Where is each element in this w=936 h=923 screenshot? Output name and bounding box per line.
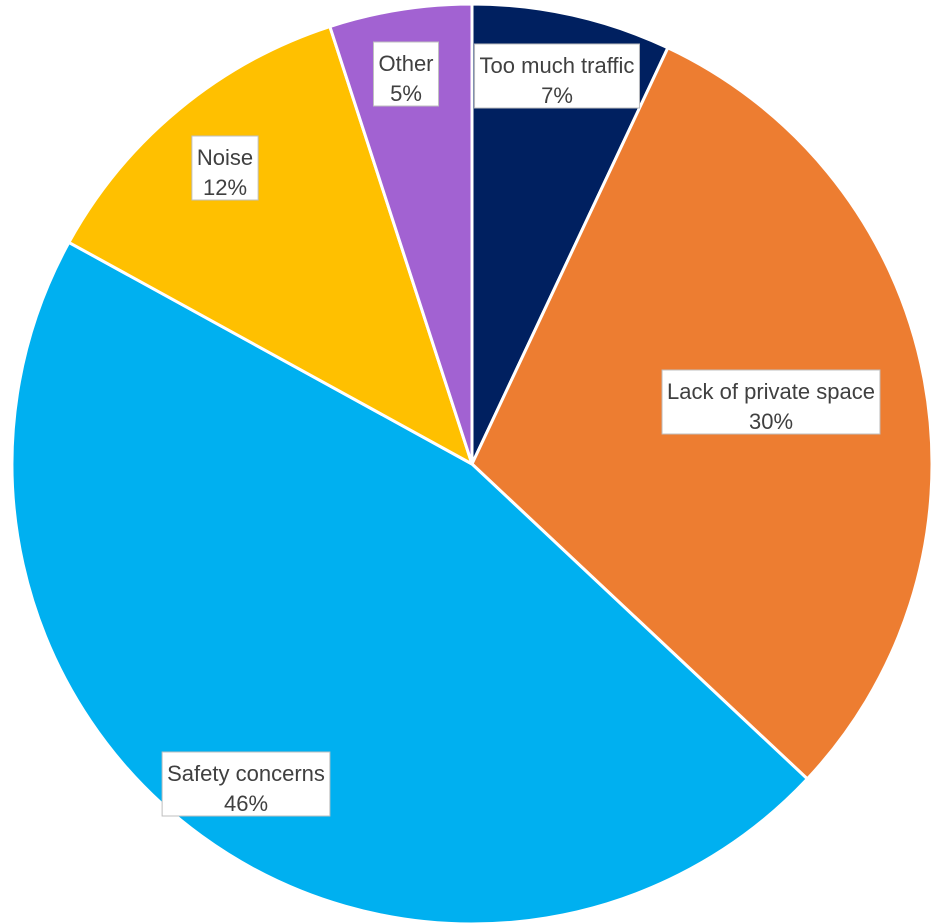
data-label-box [661,369,881,435]
data-label-box [372,41,440,107]
data-label-category: Safety concerns [167,761,325,786]
data-label-noise: Noise 12% [191,135,259,201]
data-label-box [161,751,331,817]
data-label-too-much-traffic: Too much traffic 7% [474,43,640,109]
data-label-box [191,135,259,201]
pie-slice-other [328,2,474,466]
data-label-percent: 5% [390,81,422,106]
data-label-category: Lack of private space [667,379,875,404]
data-label-other: Other 5% [372,41,440,107]
data-label-percent: 30% [749,409,793,434]
pie-slices [10,2,934,923]
data-label-percent: 7% [541,83,573,108]
data-label-lack-of-private-space: Lack of private space 30% [661,369,881,435]
data-label-category: Other [378,51,433,76]
pie-slice-noise [67,25,474,466]
data-label-percent: 12% [203,175,247,200]
data-label-box [474,43,640,109]
data-label-category: Noise [197,145,253,170]
data-label-safety-concerns: Safety concerns 46% [161,751,331,817]
pie-data-labels: Too much traffic 7% Lack of private space 3… [161,41,881,817]
data-label-percent: 46% [224,791,268,816]
pie-slice-too-much-traffic [470,2,670,466]
data-label-category: Too much traffic [480,53,635,78]
